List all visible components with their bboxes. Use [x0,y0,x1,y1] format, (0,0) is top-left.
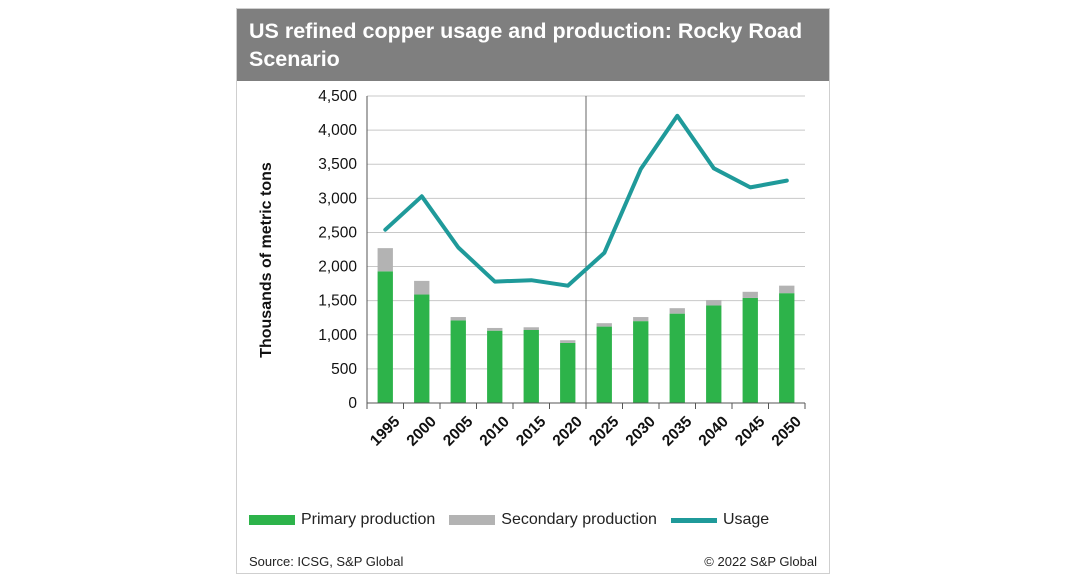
y-tick-label: 4,500 [318,88,357,105]
legend-swatch-secondary [449,515,496,525]
bar-secondary [487,327,503,331]
bar-primary [450,320,466,403]
bar-secondary [742,291,758,298]
x-tick-label: 1995 [367,413,404,450]
bar-primary [633,321,649,403]
y-tick-label: 2,500 [318,224,357,241]
x-tick-label: 2050 [769,413,805,449]
copyright-note: © 2022 S&P Global [704,554,817,569]
bar-primary [523,330,539,403]
legend: Primary production Secondary production … [249,507,829,533]
y-tick-label: 3,500 [318,156,357,173]
x-tick-label: 2020 [550,413,586,449]
bar-secondary [560,340,576,343]
bar-primary [596,326,612,403]
legend-item-secondary: Secondary production [449,511,657,529]
y-tick-label: 3,000 [318,190,357,207]
bar-primary [487,330,503,403]
bar-secondary [633,317,649,322]
usage-line [383,113,789,288]
bar-secondary [414,280,430,295]
bar-primary [414,294,430,403]
x-axis-ticks: 1995 2000 2005 2010 2015 2020 2025 2030 2035 2040… [367,413,805,450]
x-tick-label: 2005 [440,413,477,450]
legend-swatch-primary [249,515,295,525]
axes [366,96,806,409]
x-tick-label: 2010 [477,413,513,449]
legend-swatch-usage [670,517,717,523]
legend-item-primary: Primary production [249,511,435,529]
bar-primary [779,293,795,403]
x-tick-label: 2045 [732,413,769,450]
x-tick-label: 2025 [586,413,623,450]
x-tick-label: 2030 [623,413,659,449]
chart-card: US refined copper usage and production: … [236,8,830,574]
chart-area: 0 500 1,000 1,500 2,000 2,500 3,000 3,500 4,000 4… [258,88,806,450]
chart-title: US refined copper usage and production: … [249,19,803,71]
legend-label-primary: Primary production [301,511,436,528]
y-tick-label: 1,500 [318,293,357,310]
bar-secondary [377,248,393,272]
y-axis-label: Thousands of metric tons [258,162,275,358]
bar-primary [560,342,576,403]
y-axis-ticks: 0 500 1,000 1,500 2,000 2,500 3,000 3,500 4,000 4… [318,88,357,412]
y-tick-label: 500 [331,361,357,378]
legend-item-usage: Usage [670,511,770,529]
bar-secondary [706,299,722,306]
bar-primary [742,297,758,403]
y-tick-label: 4,000 [318,122,357,139]
y-tick-label: 0 [348,395,357,412]
bars [377,248,795,403]
bar-secondary [450,317,466,321]
x-tick-label: 2035 [659,413,696,450]
legend-label-usage: Usage [722,511,770,528]
bar-primary [377,271,393,403]
x-tick-label: 2000 [404,413,440,449]
legend-label-secondary: Secondary production [501,511,657,528]
y-tick-label: 1,000 [318,327,357,344]
x-tick-label: 2040 [696,413,732,449]
y-tick-label: 2,000 [318,259,357,276]
source-note: Source: ICSG, S&P Global [249,554,404,569]
title-bar: US refined copper usage and production: … [237,9,829,81]
x-tick-label: 2015 [513,413,550,450]
bar-secondary [596,323,612,327]
bar-primary [706,305,722,403]
bar-secondary [523,327,539,331]
bar-secondary [779,285,795,294]
usage-series [383,113,789,288]
bar-primary [669,313,685,403]
bar-secondary [669,308,685,314]
